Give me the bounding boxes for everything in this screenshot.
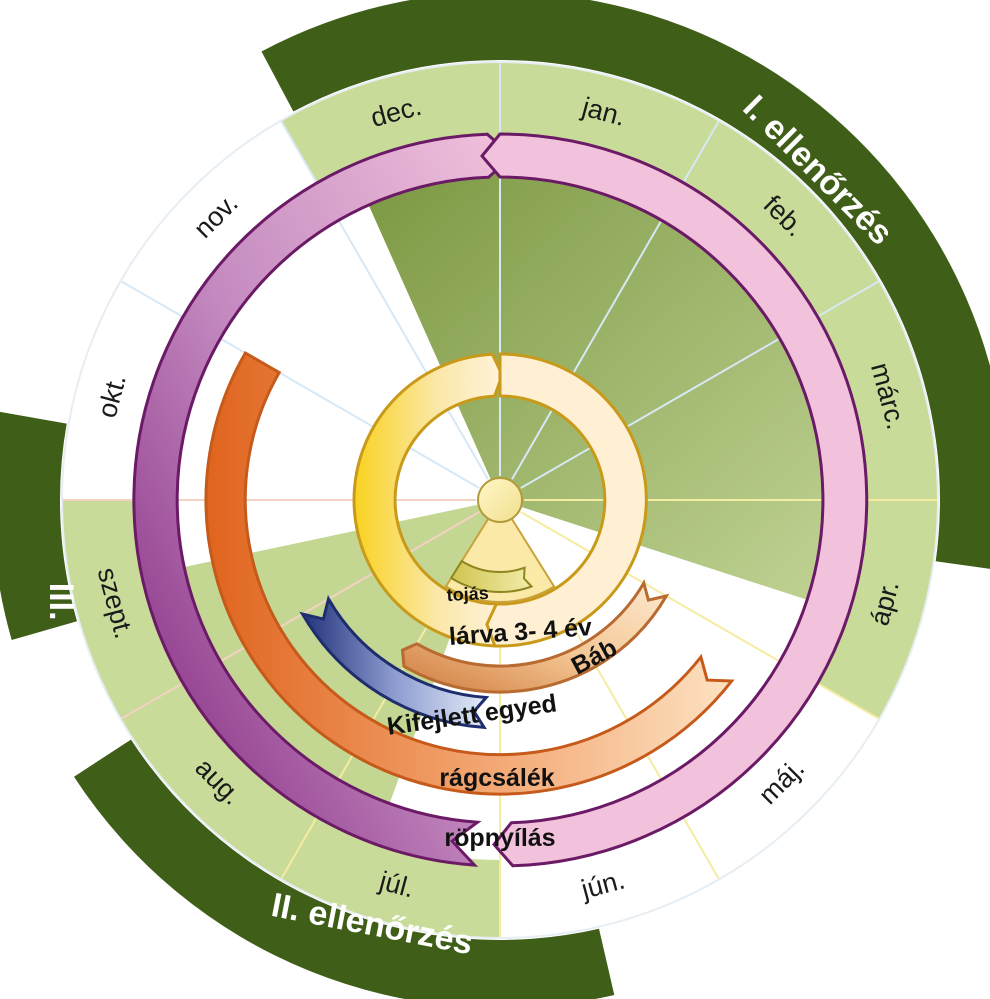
month-ring: [62, 62, 938, 938]
gnawings-label: rágcsálék: [439, 764, 554, 792]
month-cell: [680, 680, 880, 880]
month-divider: [520, 280, 880, 489]
month-cell: [500, 62, 719, 189]
exit-holes-ring-arrow-head: [480, 132, 869, 868]
month-divider: [280, 120, 489, 480]
month-cell: [120, 120, 320, 320]
month-cell: [680, 120, 880, 320]
third-check-label: III. ell.: [42, 583, 80, 677]
month-cell: [281, 811, 500, 938]
exit-holes-ring-arrow: [132, 132, 515, 867]
larva-ring-arrow-right: [485, 352, 648, 648]
pupa-stage-arrow: [400, 579, 670, 694]
month-dividers: [61, 61, 939, 939]
gnawings-ring-arrow: [204, 350, 735, 796]
outer-ring-border: [61, 61, 939, 939]
month-cell: [62, 281, 189, 500]
month-cell: [811, 500, 938, 719]
egg-label: tojás: [446, 583, 489, 605]
exit-holes-label: röpnyílás: [444, 824, 555, 852]
month-cell: [62, 500, 189, 719]
month-cell: [120, 680, 320, 880]
larva-ring-arrow-left: [352, 352, 504, 648]
first-check-band: [261, 0, 990, 569]
third-check-band: [0, 411, 77, 640]
egg-stage-arrow: [449, 559, 534, 594]
month-cell: [811, 281, 938, 500]
month-divider: [520, 511, 880, 720]
second-check-band: [74, 739, 615, 999]
month-cell: [500, 811, 719, 938]
month-divider: [120, 511, 480, 720]
month-divider: [120, 280, 480, 489]
month-divider: [511, 120, 720, 480]
center-circle: [477, 477, 523, 523]
month-cell: [281, 62, 500, 189]
adult-stage-arrow: [299, 595, 490, 730]
